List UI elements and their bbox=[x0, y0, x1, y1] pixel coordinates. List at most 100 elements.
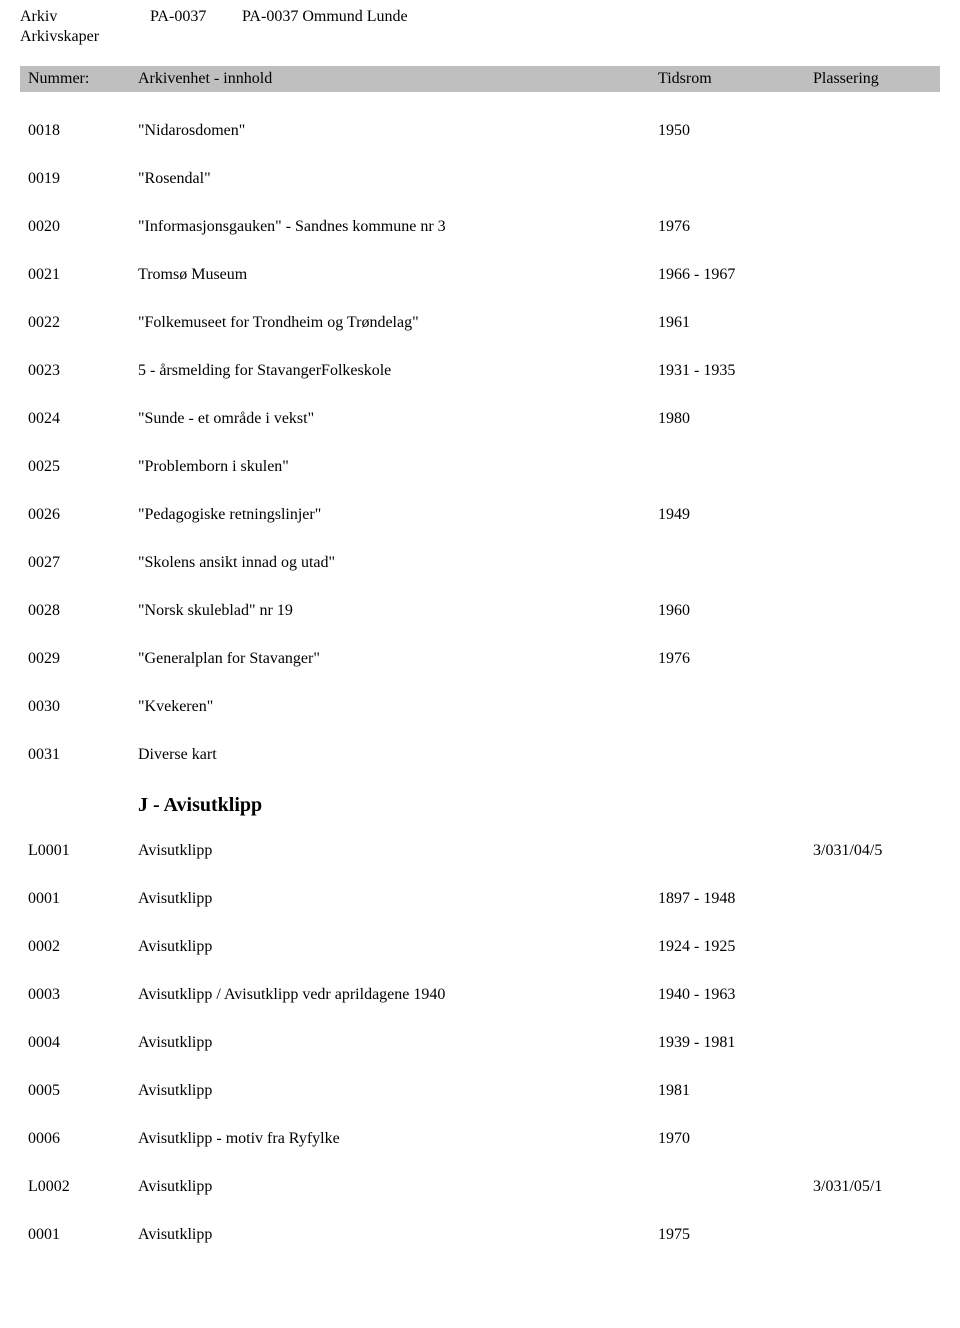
row-placement bbox=[813, 650, 933, 668]
arkiv-code: PA-0037 bbox=[150, 8, 242, 26]
row-placement bbox=[813, 314, 933, 332]
document-header-line2: Arkivskaper bbox=[20, 28, 940, 46]
arkiv-label: Arkiv bbox=[20, 8, 150, 26]
row-date: 1940 - 1963 bbox=[658, 986, 813, 1004]
row-date: 1924 - 1925 bbox=[658, 938, 813, 956]
row-placement bbox=[813, 170, 933, 188]
row-date bbox=[658, 842, 813, 860]
row-content: Avisutklipp bbox=[138, 1082, 658, 1100]
table-row: 0005Avisutklipp1981 bbox=[20, 1082, 940, 1100]
row-placement bbox=[813, 362, 933, 380]
row-placement bbox=[813, 1130, 933, 1148]
row-date bbox=[658, 170, 813, 188]
table-row: 0028"Norsk skuleblad" nr 191960 bbox=[20, 602, 940, 620]
row-date: 1976 bbox=[658, 650, 813, 668]
row-content: "Sunde - et område i vekst" bbox=[138, 410, 658, 428]
row-date: 1966 - 1967 bbox=[658, 266, 813, 284]
row-content: Avisutklipp bbox=[138, 938, 658, 956]
row-content: Avisutklipp bbox=[138, 1178, 658, 1196]
row-placement bbox=[813, 218, 933, 236]
row-number: 0003 bbox=[28, 986, 138, 1004]
arkiv-title: PA-0037 Ommund Lunde bbox=[242, 8, 940, 26]
row-placement bbox=[813, 1226, 933, 1244]
table-row: 0024"Sunde - et område i vekst"1980 bbox=[20, 410, 940, 428]
row-number: 0006 bbox=[28, 1130, 138, 1148]
row-date: 1939 - 1981 bbox=[658, 1034, 813, 1052]
row-date bbox=[658, 698, 813, 716]
row-number: 0030 bbox=[28, 698, 138, 716]
row-date bbox=[658, 554, 813, 572]
table-row: 0021Tromsø Museum1966 - 1967 bbox=[20, 266, 940, 284]
table-row: 0003Avisutklipp / Avisutklipp vedr april… bbox=[20, 986, 940, 1004]
row-placement: 3/031/04/5 bbox=[813, 842, 933, 860]
row-content: Avisutklipp / Avisutklipp vedr aprildage… bbox=[138, 986, 658, 1004]
table-row: L0002Avisutklipp 3/031/05/1 bbox=[20, 1178, 940, 1196]
row-date: 1976 bbox=[658, 218, 813, 236]
row-content: Avisutklipp - motiv fra Ryfylke bbox=[138, 1130, 658, 1148]
row-content: Avisutklipp bbox=[138, 1034, 658, 1052]
row-placement bbox=[813, 410, 933, 428]
row-date: 1897 - 1948 bbox=[658, 890, 813, 908]
document-header-line1: Arkiv PA-0037 PA-0037 Ommund Lunde bbox=[20, 8, 940, 26]
row-number: 0031 bbox=[28, 746, 138, 764]
table-row: 0027"Skolens ansikt innad og utad" bbox=[20, 554, 940, 572]
table-row: 0004Avisutklipp1939 - 1981 bbox=[20, 1034, 940, 1052]
row-number: 0020 bbox=[28, 218, 138, 236]
row-content: "Norsk skuleblad" nr 19 bbox=[138, 602, 658, 620]
row-number: 0029 bbox=[28, 650, 138, 668]
col-innhold: Arkivenhet - innhold bbox=[138, 70, 658, 88]
row-content: "Skolens ansikt innad og utad" bbox=[138, 554, 658, 572]
row-date: 1981 bbox=[658, 1082, 813, 1100]
row-placement bbox=[813, 938, 933, 956]
row-date: 1961 bbox=[658, 314, 813, 332]
table-row: 00235 - årsmelding for StavangerFolkesko… bbox=[20, 362, 940, 380]
row-number: 0001 bbox=[28, 1226, 138, 1244]
row-date: 1960 bbox=[658, 602, 813, 620]
table-row: 0020"Informasjonsgauken" - Sandnes kommu… bbox=[20, 218, 940, 236]
row-date bbox=[658, 1178, 813, 1196]
row-content: "Rosendal" bbox=[138, 170, 658, 188]
row-content: "Problemborn i skulen" bbox=[138, 458, 658, 476]
col-nummer: Nummer: bbox=[28, 70, 138, 88]
row-placement bbox=[813, 1034, 933, 1052]
table-row: 0001Avisutklipp1897 - 1948 bbox=[20, 890, 940, 908]
row-placement bbox=[813, 602, 933, 620]
arkivskaper-label: Arkivskaper bbox=[20, 28, 150, 46]
row-placement bbox=[813, 698, 933, 716]
rows-container: 0018"Nidarosdomen"19500019"Rosendal"0020… bbox=[20, 122, 940, 764]
section-title: J - Avisutklipp bbox=[20, 794, 940, 817]
row-content: 5 - årsmelding for StavangerFolkeskole bbox=[138, 362, 658, 380]
row-content: "Generalplan for Stavanger" bbox=[138, 650, 658, 668]
table-row: 0030"Kvekeren" bbox=[20, 698, 940, 716]
row-content: Diverse kart bbox=[138, 746, 658, 764]
row-placement: 3/031/05/1 bbox=[813, 1178, 933, 1196]
row-date bbox=[658, 746, 813, 764]
row-number: 0028 bbox=[28, 602, 138, 620]
row-number: L0001 bbox=[28, 842, 138, 860]
table-row: 0022"Folkemuseet for Trondheim og Trønde… bbox=[20, 314, 940, 332]
row-placement bbox=[813, 746, 933, 764]
row-placement bbox=[813, 266, 933, 284]
col-tidsrom: Tidsrom bbox=[658, 70, 813, 88]
row-number: L0002 bbox=[28, 1178, 138, 1196]
row-placement bbox=[813, 554, 933, 572]
row-number: 0025 bbox=[28, 458, 138, 476]
row-date: 1975 bbox=[658, 1226, 813, 1244]
row-date: 1931 - 1935 bbox=[658, 362, 813, 380]
table-row: L0001Avisutklipp3/031/04/5 bbox=[20, 842, 940, 860]
table-row: 0026"Pedagogiske retningslinjer"1949 bbox=[20, 506, 940, 524]
row-date: 1949 bbox=[658, 506, 813, 524]
row-content: Avisutklipp bbox=[138, 1226, 658, 1244]
row-number: 0018 bbox=[28, 122, 138, 140]
row-date bbox=[658, 458, 813, 476]
row-number: 0019 bbox=[28, 170, 138, 188]
row-placement bbox=[813, 458, 933, 476]
col-plassering: Plassering bbox=[813, 70, 933, 88]
row-content: "Nidarosdomen" bbox=[138, 122, 658, 140]
rows2-container: L0001Avisutklipp3/031/04/50001Avisutklip… bbox=[20, 842, 940, 1244]
row-date: 1980 bbox=[658, 410, 813, 428]
row-number: 0026 bbox=[28, 506, 138, 524]
row-content: "Folkemuseet for Trondheim og Trøndelag" bbox=[138, 314, 658, 332]
row-placement bbox=[813, 1082, 933, 1100]
row-number: 0021 bbox=[28, 266, 138, 284]
